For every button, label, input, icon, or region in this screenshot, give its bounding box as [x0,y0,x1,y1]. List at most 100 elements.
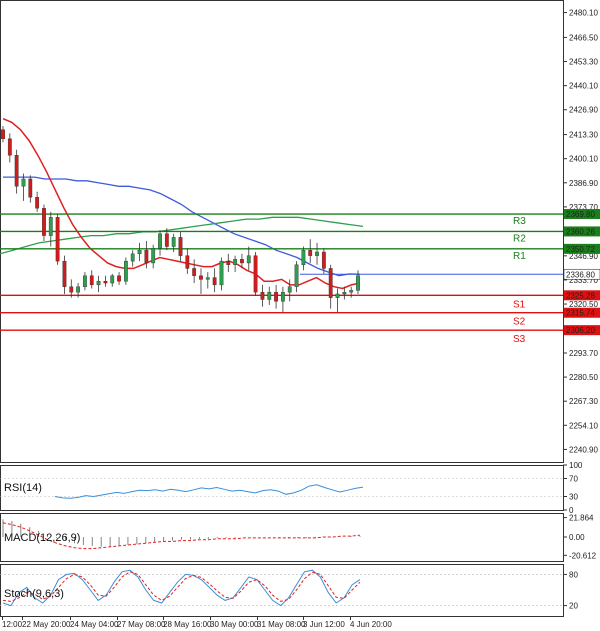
ma-slow-line [3,176,361,277]
price-tick-label: 2386.90 [569,179,598,188]
candle-body [164,233,169,247]
price-tick-label: 2440.10 [569,82,598,91]
x-tick-label: 31 May 08:00 [257,620,306,629]
candle-body [212,277,217,286]
rsi-tick-label: 0 [569,506,574,515]
rsi-tick-label: 30 [569,493,578,502]
candle-body [158,233,162,249]
candle-body [130,253,135,262]
x-tick-label: 3 Jun 12:00 [303,620,345,629]
level-r2-price-tag: 2360.26 [566,227,595,236]
candle-body [89,275,94,286]
level-s2-label: S2 [513,317,526,328]
candle-body [103,281,108,284]
stoch-tick-label: 80 [569,570,578,579]
macd-panel: 21.864 0.00 -20.612 MACD(12,26,9) [0,513,597,562]
candle-body [267,291,272,300]
candle-body [151,248,156,264]
ma-fast-line [2,118,361,290]
level-r1-price-box [564,243,600,254]
candle-body [240,259,244,264]
candle-body [1,129,5,139]
price-tick-label: 2453.30 [569,58,598,67]
level-r1-label: R1 [513,251,526,262]
candle-body [48,217,53,236]
candle-body [185,255,190,269]
current-price-tag: 2336.80 [566,270,595,279]
level-s3-price-box [564,325,600,336]
level-r2-price-box [564,226,600,237]
price-tick-label: 2333.70 [569,276,598,285]
price-tick-label: 2267.30 [569,397,598,406]
candle-body [14,155,19,187]
price-tick-label: 2280.50 [569,373,598,382]
x-tick-label: 12:00 [2,620,23,629]
level-r3-price-box [564,209,600,220]
candle-body [192,268,197,276]
level-s1-price-box [564,290,600,301]
candle-body [69,286,74,293]
candle-body [356,275,360,291]
level-s3-label: S3 [513,334,526,345]
level-r2-label: R2 [513,233,526,244]
candle-body [281,291,285,302]
candle-body [246,255,251,264]
macd-tick-label: -20.612 [569,551,597,560]
candle-body [21,178,26,187]
candle-body [287,286,292,293]
rsi-tick-label: 100 [569,461,583,470]
rsi-title: RSI(14) [4,482,42,494]
candle-body [42,207,46,236]
price-tick-label: 2466.50 [569,33,598,42]
candle-body [55,217,60,262]
x-tick-label: 30 May 00:00 [210,620,259,629]
candle-body [315,251,319,256]
rsi-tick-label: 70 [569,475,578,484]
candle-body [123,260,128,282]
macd-panel-frame [0,513,564,562]
candle-body [35,197,40,209]
candle-body [96,281,101,286]
candle-body [226,260,231,265]
candle-body [219,260,224,286]
level-s1-label: S1 [513,299,526,310]
candle-body [110,275,115,284]
price-tick-label: 2346.90 [569,252,598,261]
candle-body [171,237,176,247]
candle-body [62,260,67,287]
x-tick-label: 27 May 08:00 [117,620,166,629]
current-price-box [563,268,600,280]
price-tick-label: 2293.70 [569,349,598,358]
x-tick-label: 4 Jun 20:00 [350,620,392,629]
candle-body [233,259,238,265]
stoch-panel-frame [0,564,564,617]
price-tick-label: 2480.10 [569,9,598,18]
candle-body [321,251,326,269]
rsi-panel: 100 70 30 0 RSI(14) [0,461,583,515]
price-tick-label: 2400.10 [569,155,598,164]
price-tick-label: 2426.90 [569,106,598,115]
price-tick-label: 2320.50 [569,300,598,309]
level-r3-label: R3 [513,216,526,227]
level-s2-price-tag: 2315.74 [566,309,595,318]
candle-body [301,249,306,265]
macd-tick-label: 0.00 [569,533,585,542]
candle-body [137,249,142,255]
candle-body [199,275,203,280]
rsi-panel-frame [0,465,564,511]
x-tick-label: 22 May 20:00 [22,620,71,629]
level-s2-price-box [564,307,600,318]
candle-body [83,275,87,287]
level-r3-price-tag: 2369.80 [566,210,595,219]
stoch-panel: 80 20 Stoch(9,6,3) [0,564,578,617]
price-tick-label: 2254.10 [569,421,598,430]
candle-body [28,178,33,198]
stoch-tick-label: 20 [569,602,578,611]
candle-body [308,249,313,256]
candle-body [117,275,121,282]
level-s1-price-tag: 2325.28 [566,291,595,300]
candle-body [349,290,354,293]
stoch-title: Stoch(9,6,3) [4,588,64,600]
macd-tick-label: 21.864 [569,514,594,523]
